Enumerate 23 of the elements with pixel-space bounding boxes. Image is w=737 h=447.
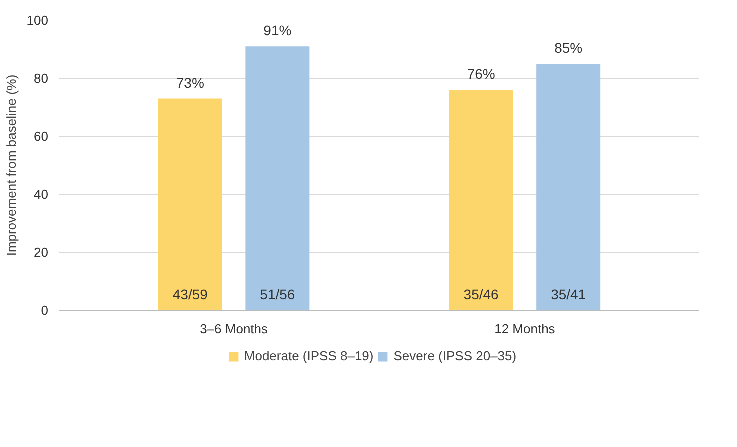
y-tick-label: 60 bbox=[34, 129, 49, 144]
bar bbox=[246, 46, 310, 310]
x-tick-label: 12 Months bbox=[494, 322, 556, 336]
data-label: 73% bbox=[176, 74, 204, 91]
y-tick-label: 100 bbox=[26, 13, 49, 28]
annotation: 43/59 bbox=[172, 286, 208, 302]
y-axis-title: Improvement from baseline (%) bbox=[4, 74, 19, 256]
y-tick-label: 0 bbox=[41, 303, 49, 318]
annotation: 35/46 bbox=[464, 286, 500, 302]
annotation: 51/56 bbox=[260, 286, 296, 302]
bar bbox=[158, 98, 222, 310]
bar bbox=[449, 90, 514, 310]
data-label: 85% bbox=[554, 40, 583, 56]
legend-label: Severe (IPSS 20–35) bbox=[394, 348, 517, 364]
x-tick-label: 3–6 Months bbox=[200, 322, 269, 336]
y-tick-label: 20 bbox=[34, 245, 49, 260]
bar bbox=[536, 64, 601, 310]
legend-label: Moderate (IPSS 8–19) bbox=[244, 348, 374, 364]
data-label: 76% bbox=[467, 66, 496, 82]
y-tick-label: 40 bbox=[34, 187, 49, 202]
annotation: 35/41 bbox=[551, 286, 586, 302]
data-label: 91% bbox=[264, 22, 292, 39]
y-tick-label: 80 bbox=[34, 71, 49, 86]
